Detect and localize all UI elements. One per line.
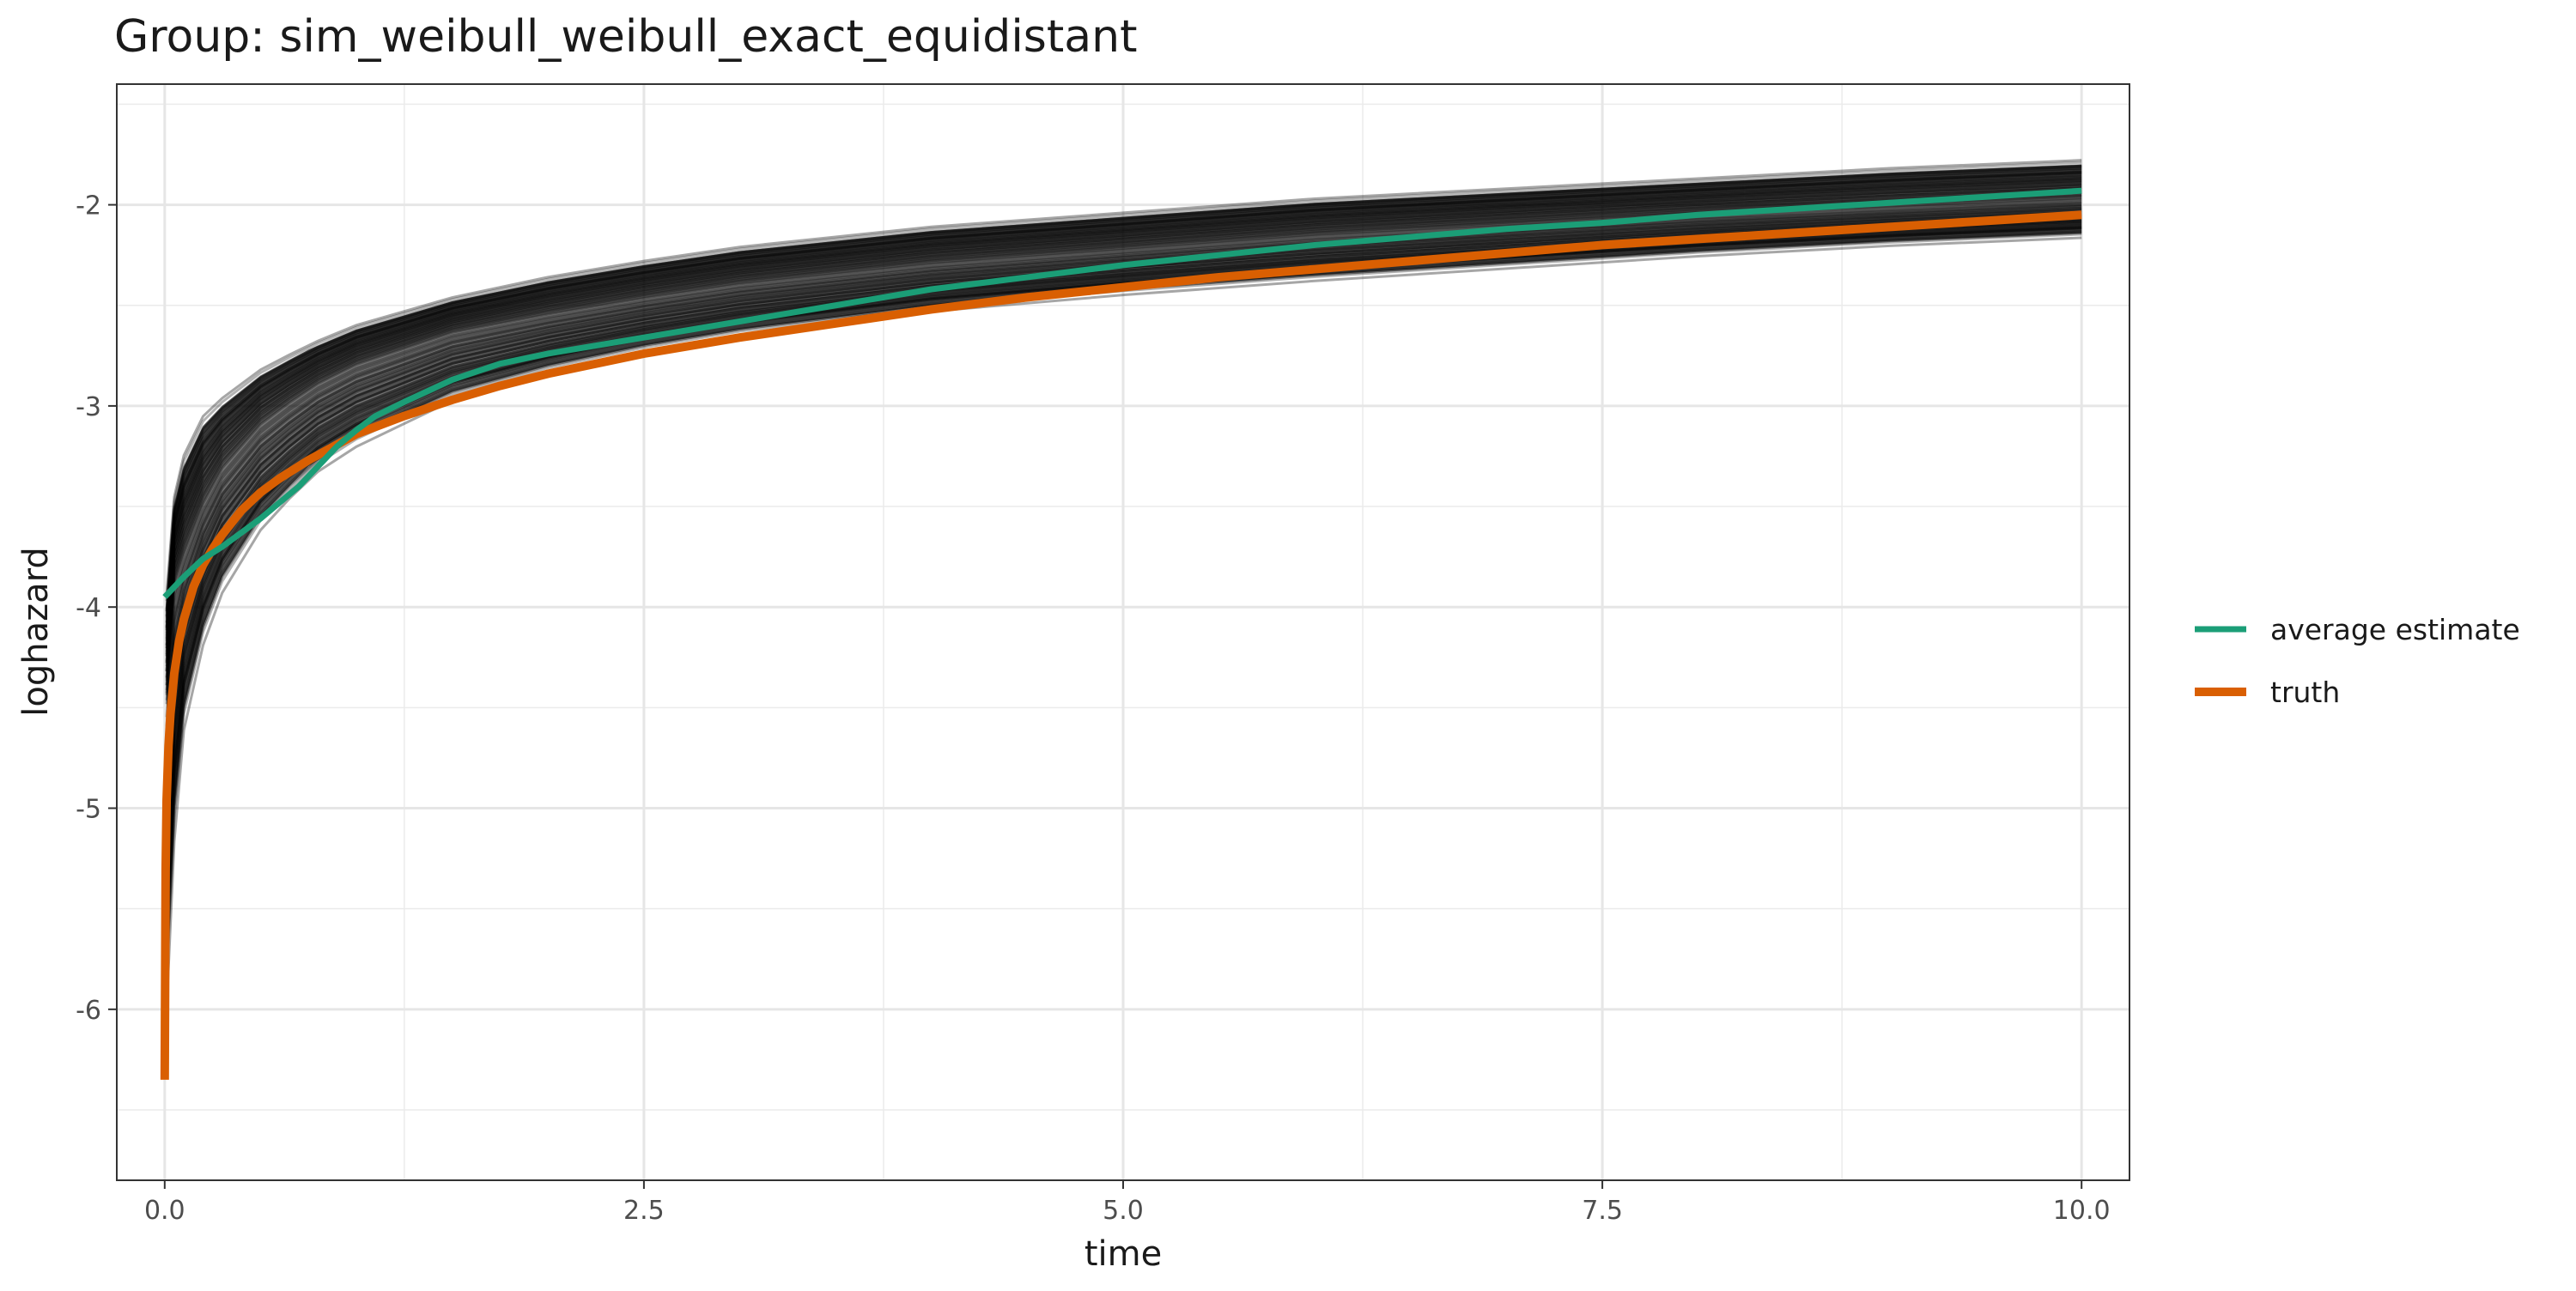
simulation-curve xyxy=(165,200,2082,718)
simulation-curve xyxy=(165,183,2082,662)
simulation-curve xyxy=(165,221,2082,888)
simulation-curve xyxy=(165,189,2082,679)
simulation-curve xyxy=(165,178,2082,649)
simulation-curve xyxy=(165,171,2082,629)
y-tick-label: -2 xyxy=(76,191,101,221)
simulation-curve xyxy=(165,222,2082,894)
simulation-curve xyxy=(165,167,2082,619)
simulation-curve xyxy=(165,194,2082,694)
simulation-curve xyxy=(165,183,2082,664)
legend: average estimate truth xyxy=(2195,613,2520,709)
x-tick-label: 5.0 xyxy=(1103,1196,1144,1226)
simulation-curve xyxy=(165,220,2082,876)
simulation-curve-outlier xyxy=(165,236,2082,1009)
simulation-curve xyxy=(165,167,2082,617)
simulation-curve xyxy=(165,195,2082,695)
simulation-curve xyxy=(165,177,2082,646)
x-tick-label: 7.5 xyxy=(1582,1196,1623,1226)
series-lines xyxy=(160,187,2082,1080)
simulation-curve xyxy=(165,190,2082,682)
x-axis-title: time xyxy=(1084,1234,1162,1274)
simulation-curve xyxy=(165,168,2082,623)
simulation-curve xyxy=(165,164,2082,612)
simulation-curve xyxy=(165,185,2082,667)
simulation-curve xyxy=(165,191,2082,686)
simulation-curve xyxy=(165,164,2082,611)
x-axis-ticks: 0.0 2.5 5.0 7.5 10.0 xyxy=(144,1180,2111,1226)
simulation-curve xyxy=(165,174,2082,640)
series-line-truth xyxy=(160,210,2082,1080)
simulation-curve xyxy=(165,193,2082,691)
simulation-curve xyxy=(165,164,2082,609)
y-tick-label: -5 xyxy=(76,795,101,825)
simulation-curve xyxy=(165,179,2082,654)
simulation-curve xyxy=(165,177,2082,646)
simulation-curve xyxy=(165,219,2082,869)
simulation-curve xyxy=(165,161,2082,602)
legend-label-average-estimate: average estimate xyxy=(2270,613,2520,646)
series-line-average-estimate xyxy=(162,187,2082,599)
simulation-curve xyxy=(165,233,2082,980)
simulation-curve xyxy=(165,171,2082,631)
simulation-curve xyxy=(165,188,2082,678)
simulation-curve xyxy=(165,168,2082,623)
simulation-curve xyxy=(165,218,2082,865)
chart-title: Group: sim_weibull_weibull_exact_equidis… xyxy=(114,11,1137,63)
simulation-curve-outlier xyxy=(165,159,2082,596)
y-axis-title: loghazard xyxy=(16,547,56,716)
simulation-curve xyxy=(165,173,2082,633)
simulation-curve xyxy=(165,221,2082,883)
simulation-curve xyxy=(165,223,2082,901)
simulation-curve xyxy=(165,197,2082,705)
simulation-curve xyxy=(165,167,2082,616)
simulation-curve xyxy=(165,175,2082,642)
x-tick-label: 2.5 xyxy=(623,1196,665,1226)
simulation-curve xyxy=(165,203,2082,747)
simulation-curve xyxy=(165,186,2082,671)
simulation-curve xyxy=(165,217,2082,858)
simulation-curve xyxy=(165,183,2082,664)
simulation-curve xyxy=(165,180,2082,657)
y-tick-label: -6 xyxy=(76,996,101,1026)
simulation-curve xyxy=(165,217,2082,858)
simulation-curve xyxy=(165,172,2082,631)
y-tick-label: -4 xyxy=(76,593,101,623)
simulation-curve xyxy=(165,186,2082,671)
simulation-curve xyxy=(165,170,2082,627)
simulation-curve xyxy=(165,179,2082,652)
simulation-curve xyxy=(165,165,2082,613)
legend-label-truth: truth xyxy=(2270,676,2340,709)
simulation-curve xyxy=(165,173,2082,636)
simulation-curve xyxy=(165,174,2082,639)
x-tick-label: 10.0 xyxy=(2053,1196,2111,1226)
simulation-curve xyxy=(165,170,2082,628)
simulation-curve xyxy=(165,197,2082,700)
x-tick-label: 0.0 xyxy=(144,1196,185,1226)
simulation-curve xyxy=(165,178,2082,649)
simulation-curve xyxy=(165,180,2082,657)
simulation-curve xyxy=(165,204,2082,752)
simulation-curve xyxy=(165,220,2082,878)
simulation-curve xyxy=(165,191,2082,686)
simulation-curve xyxy=(165,186,2082,672)
y-tick-label: -3 xyxy=(76,392,101,422)
simulation-curve xyxy=(165,203,2082,740)
y-axis-ticks: -6 -5 -4 -3 -2 xyxy=(76,191,117,1026)
